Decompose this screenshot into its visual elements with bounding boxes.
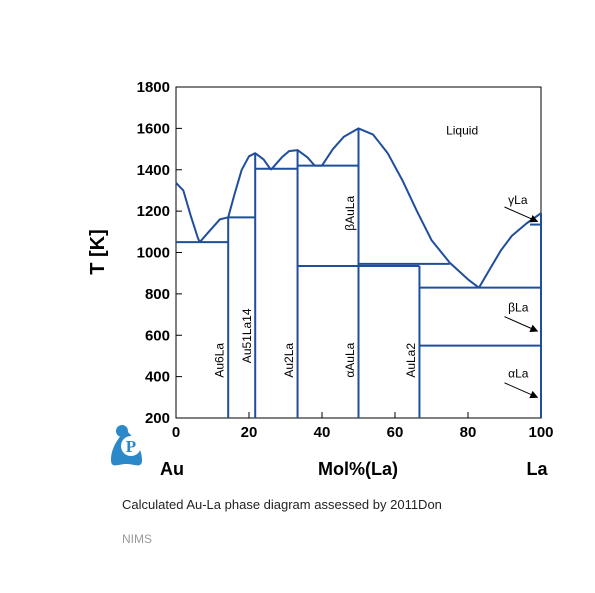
footer-credit: NIMS bbox=[122, 532, 152, 546]
phase-label-0: Liquid bbox=[446, 124, 478, 138]
y-tick-label-4: 1000 bbox=[137, 245, 170, 262]
liquidus-curve-5 bbox=[449, 262, 480, 289]
y-tick-label-3: 800 bbox=[145, 286, 170, 303]
y-tick-label-7: 1600 bbox=[137, 120, 170, 137]
x-axis-left-label: Au bbox=[160, 459, 184, 479]
y-axis-title: T [K] bbox=[87, 229, 109, 275]
phase-label-4: Au6La bbox=[212, 343, 226, 378]
y-tick-label-0: 200 bbox=[145, 410, 170, 427]
x-axis-right-label: La bbox=[526, 459, 548, 479]
phase-label-8: βAuLa bbox=[343, 196, 357, 231]
y-tick-label-6: 1400 bbox=[137, 162, 170, 179]
phase-label-7: αAuLa bbox=[343, 342, 357, 377]
x-axis-title: Mol%(La) bbox=[318, 459, 398, 479]
y-tick-label-1: 400 bbox=[145, 369, 170, 386]
liquidus-curve-6 bbox=[478, 212, 542, 289]
logo-letter: P bbox=[126, 437, 136, 456]
y-tick-label-5: 1200 bbox=[137, 203, 170, 220]
phase-label-1: γLa bbox=[508, 193, 528, 207]
x-tick-label-2: 40 bbox=[314, 424, 331, 441]
annotation-arrow-2 bbox=[504, 382, 539, 399]
liquidus-curve-1 bbox=[198, 216, 229, 243]
x-tick-label-4: 80 bbox=[460, 424, 477, 441]
phase-label-9: AuLa2 bbox=[404, 343, 418, 378]
y-tick-label-8: 1800 bbox=[137, 79, 170, 96]
x-tick-label-3: 60 bbox=[387, 424, 404, 441]
liquidus-curve-0 bbox=[175, 182, 201, 243]
liquidus-curve-4 bbox=[321, 127, 451, 264]
y-tick-label-2: 600 bbox=[145, 327, 170, 344]
x-tick-label-5: 100 bbox=[528, 424, 553, 441]
phase-label-2: βLa bbox=[508, 300, 529, 314]
x-tick-label-1: 20 bbox=[241, 424, 258, 441]
x-tick-label-0: 0 bbox=[172, 424, 180, 441]
figure-caption: Calculated Au-La phase diagram assessed … bbox=[122, 497, 442, 512]
liquidus-curve-2 bbox=[227, 152, 272, 218]
annotation-arrow-0 bbox=[504, 206, 539, 223]
phase-label-6: Au2La bbox=[282, 343, 296, 378]
annotation-arrow-1 bbox=[504, 316, 539, 332]
phase-label-5: Au51La14 bbox=[240, 308, 254, 363]
logo-icon: P bbox=[111, 425, 142, 466]
liquidus-curve-3 bbox=[270, 149, 322, 171]
phase-label-3: αLa bbox=[508, 367, 529, 381]
